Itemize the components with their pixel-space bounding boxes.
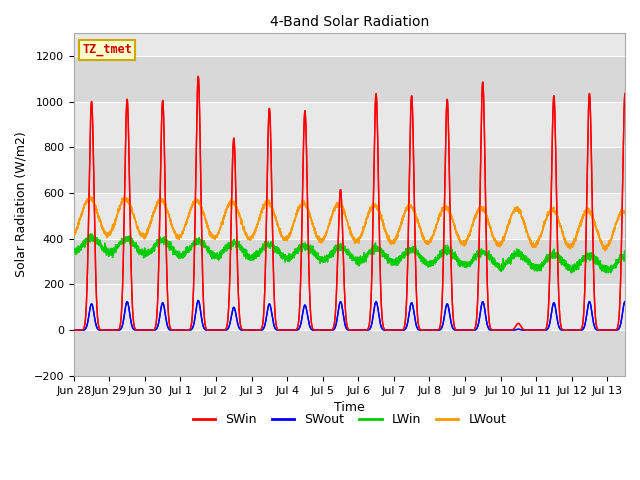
LWin [308, 249, 316, 254]
Line: SWin: SWin [74, 76, 625, 330]
LWin [70, 248, 77, 253]
Legend: SWin, SWout, LWin, LWout: SWin, SWout, LWin, LWout [188, 408, 511, 432]
LWout [86, 194, 93, 200]
SWout [336, 301, 344, 307]
LWin [86, 231, 94, 237]
SWin [617, 279, 625, 285]
SWout [621, 299, 629, 304]
SWout [382, 327, 390, 333]
SWin [195, 73, 202, 79]
LWout [602, 248, 609, 254]
LWin [321, 258, 328, 264]
Line: LWin: LWin [74, 234, 625, 273]
Bar [74, 285, 625, 330]
LWout [382, 231, 390, 237]
Line: LWout: LWout [74, 197, 625, 251]
SWout [70, 327, 77, 333]
Bar [74, 147, 625, 193]
LWin [505, 255, 513, 261]
LWin [382, 251, 390, 256]
LWout [617, 209, 625, 215]
Title: 4-Band Solar Radiation: 4-Band Solar Radiation [270, 15, 429, 29]
LWout [308, 222, 316, 228]
SWin [308, 324, 316, 330]
X-axis label: Time: Time [334, 401, 365, 414]
Bar [74, 56, 625, 102]
Bar [74, 239, 625, 285]
SWin [321, 327, 328, 333]
Bar [74, 330, 625, 376]
SWout [617, 322, 625, 327]
SWout [505, 327, 513, 333]
Y-axis label: Solar Radiation (W/m2): Solar Radiation (W/m2) [15, 132, 28, 277]
SWin [382, 327, 390, 333]
LWout [336, 201, 344, 207]
Bar [74, 193, 625, 239]
SWout [308, 327, 316, 333]
SWin [70, 327, 77, 333]
LWin [336, 243, 344, 249]
LWout [505, 218, 513, 224]
SWout [195, 298, 202, 303]
LWout [321, 235, 328, 240]
LWout [621, 209, 629, 215]
LWin [617, 255, 625, 261]
SWin [336, 197, 344, 203]
Line: SWout: SWout [74, 300, 625, 330]
SWout [321, 327, 328, 333]
LWin [568, 270, 575, 276]
Bar [74, 102, 625, 147]
Text: TZ_tmet: TZ_tmet [82, 43, 132, 56]
LWout [70, 229, 77, 235]
LWin [621, 254, 629, 260]
SWin [621, 91, 629, 96]
SWin [505, 327, 513, 333]
